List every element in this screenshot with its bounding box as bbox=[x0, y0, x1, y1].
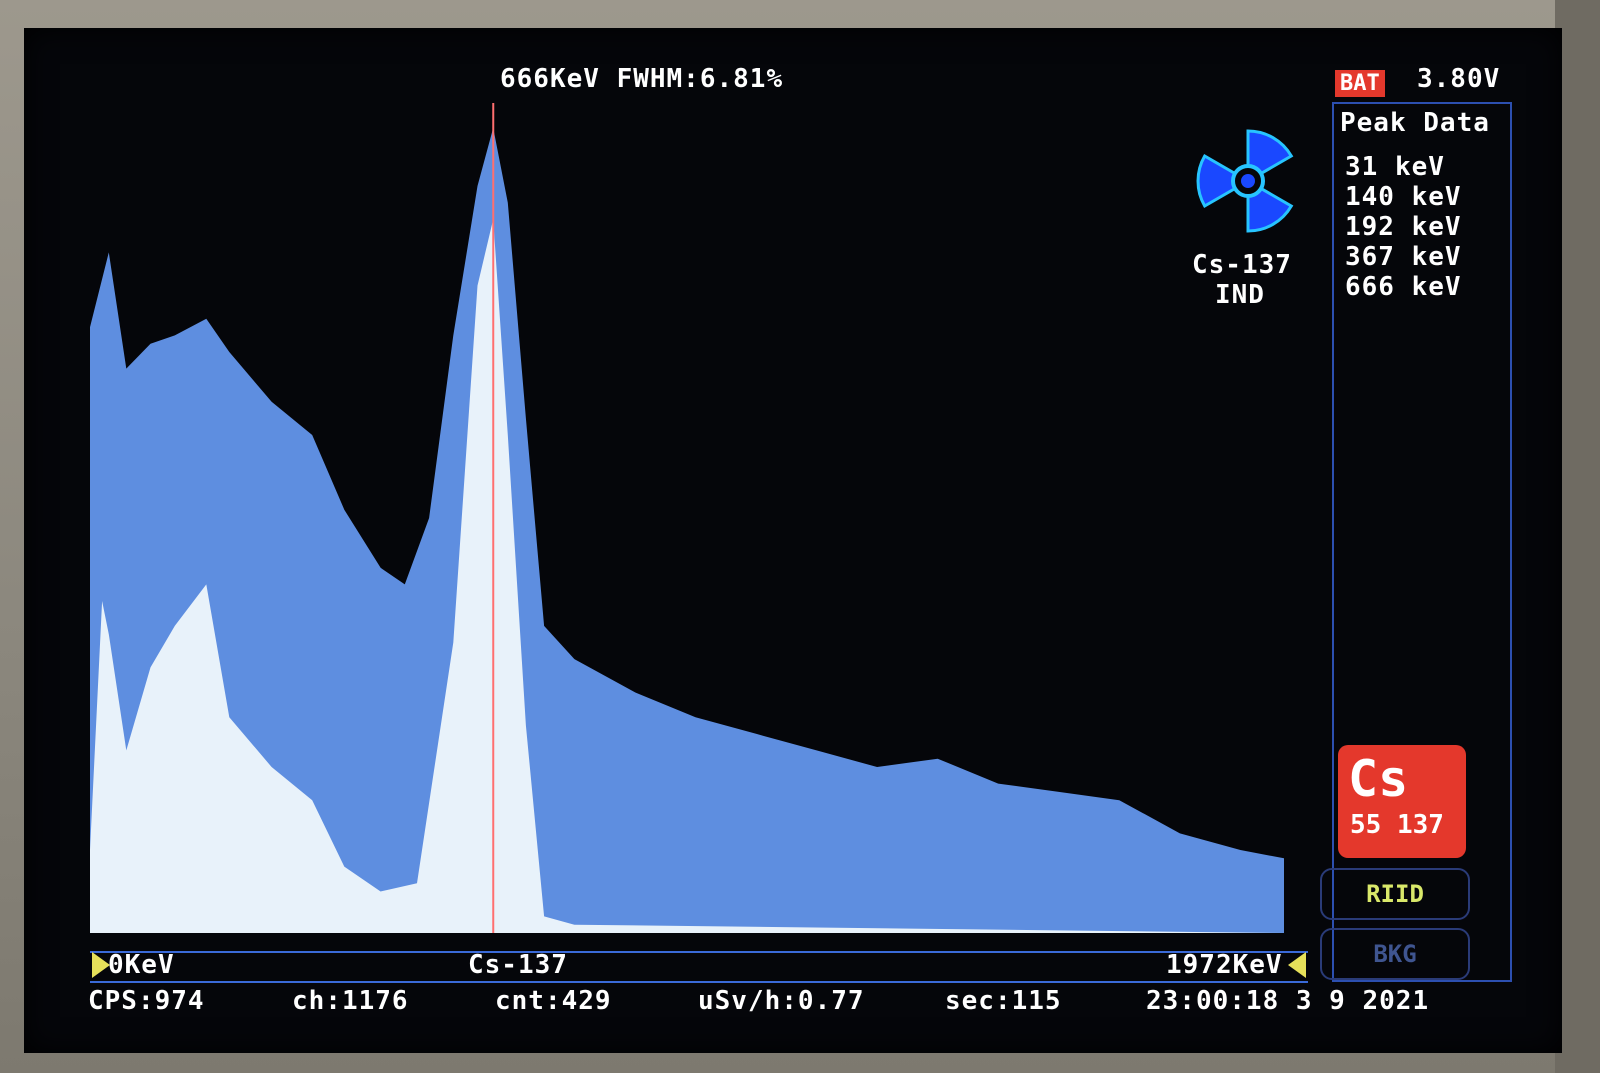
axis-start-label: 0KeV bbox=[108, 950, 175, 980]
element-symbol: Cs bbox=[1348, 750, 1409, 808]
identified-isotope: Cs-137 bbox=[1192, 250, 1292, 280]
status-channel: ch:1176 bbox=[292, 986, 409, 1016]
peak-info-title: 666KeV FWHM:6.81% bbox=[500, 64, 784, 94]
status-datetime: 23:00:18 3 9 2021 bbox=[1146, 986, 1430, 1016]
lcd-screen bbox=[24, 28, 1562, 1053]
peak-item: 140 keV bbox=[1345, 182, 1462, 212]
energy-axis-bar bbox=[90, 951, 1308, 983]
element-badge bbox=[1338, 745, 1466, 858]
peak-item: 666 keV bbox=[1345, 272, 1462, 302]
battery-voltage: 3.80V bbox=[1417, 64, 1501, 94]
peak-data-panel bbox=[1332, 102, 1512, 982]
peak-item: 192 keV bbox=[1345, 212, 1462, 242]
device-side-edge bbox=[1555, 0, 1600, 1073]
left-range-marker[interactable] bbox=[92, 952, 110, 978]
riid-button[interactable]: RIID bbox=[1320, 868, 1470, 920]
peak-item: 31 keV bbox=[1345, 152, 1445, 182]
axis-center-label: Cs-137 bbox=[468, 950, 568, 980]
bkg-button[interactable]: BKG bbox=[1320, 928, 1470, 980]
spectrum-chart bbox=[90, 103, 1284, 933]
right-range-marker[interactable] bbox=[1288, 952, 1306, 978]
status-count: cnt:429 bbox=[495, 986, 612, 1016]
axis-end-label: 1972KeV bbox=[1166, 950, 1283, 980]
peak-item: 367 keV bbox=[1345, 242, 1462, 272]
isotope-classification: IND bbox=[1215, 280, 1265, 310]
status-dose-rate: uSv/h:0.77 bbox=[698, 986, 865, 1016]
status-seconds: sec:115 bbox=[945, 986, 1062, 1016]
live-spectrum-area bbox=[90, 219, 1284, 933]
accumulated-spectrum-area bbox=[90, 127, 1284, 933]
status-cps: CPS:974 bbox=[88, 986, 205, 1016]
peak-data-title: Peak Data bbox=[1340, 108, 1490, 138]
battery-badge: BAT bbox=[1335, 70, 1385, 97]
element-numbers: 55 137 bbox=[1350, 810, 1444, 840]
radiation-trefoil-icon bbox=[1188, 126, 1308, 240]
